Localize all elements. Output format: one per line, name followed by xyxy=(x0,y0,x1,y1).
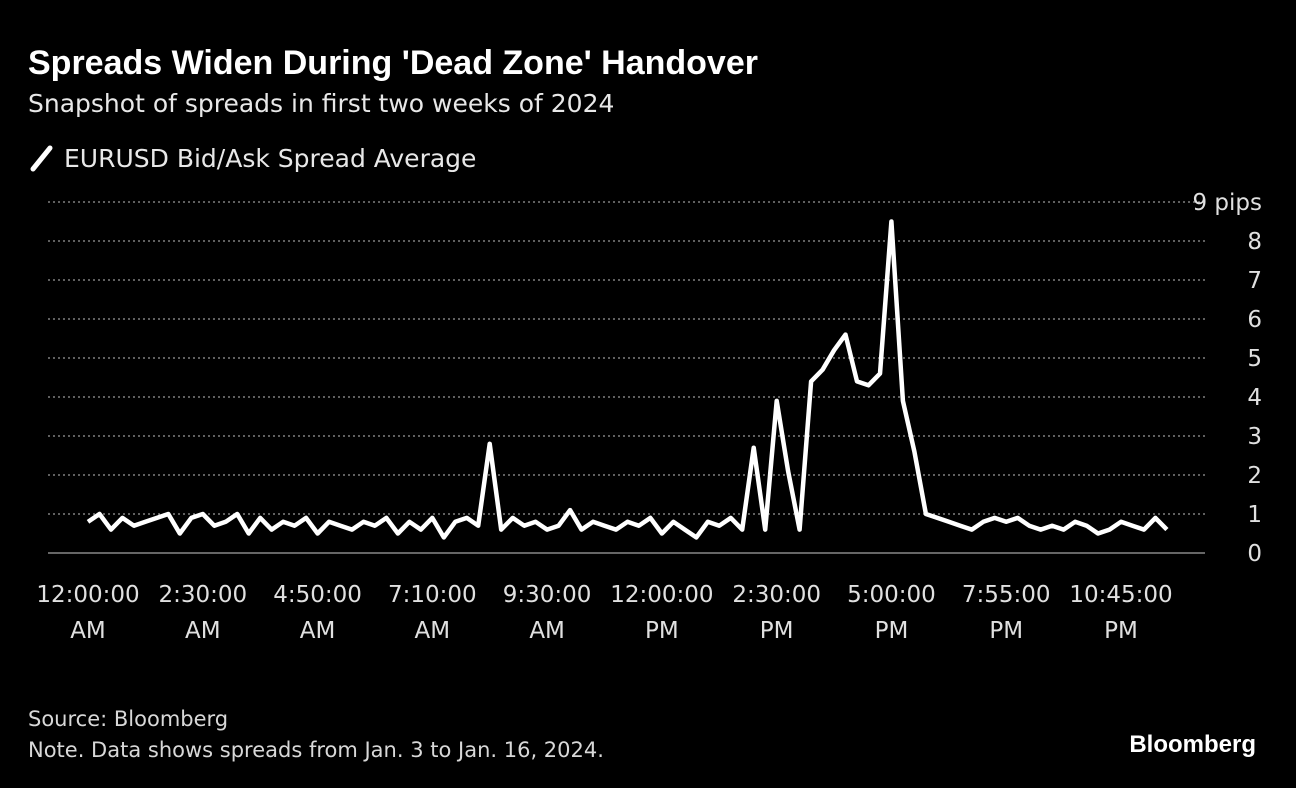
x-tick-label: 7:10:00 AM xyxy=(388,582,477,644)
x-tick-label: 7:55:00 PM xyxy=(962,582,1051,644)
source: Source: Bloomberg xyxy=(28,707,228,731)
legend-marker xyxy=(30,145,53,172)
brand: Bloomberg xyxy=(1129,731,1256,758)
x-tick-label: 5:00:00 PM xyxy=(847,582,936,644)
note: Note. Data shows spreads from Jan. 3 to … xyxy=(28,738,604,762)
series-line xyxy=(86,219,1169,540)
x-tick-label: 9:30:00 AM xyxy=(503,582,592,644)
y-tick-label: 6 xyxy=(1247,307,1262,333)
y-tick-label: 4 xyxy=(1247,385,1262,411)
y-tick-label: 2 xyxy=(1247,463,1262,489)
y-tick-label: 0 xyxy=(1247,541,1262,567)
x-tick-label: 10:45:00 PM xyxy=(1069,582,1172,644)
x-tick-label: 2:30:00 PM xyxy=(732,582,821,644)
x-tick-label: 4:50:00 AM xyxy=(273,582,362,644)
y-tick-label: 8 xyxy=(1247,229,1262,255)
legend-label: EURUSD Bid/Ask Spread Average xyxy=(64,144,476,173)
y-tick-label: 9 pips xyxy=(1192,190,1262,216)
x-tick-label: 12:00:00 PM xyxy=(610,582,713,644)
y-tick-label: 1 xyxy=(1247,502,1262,528)
y-tick-label: 7 xyxy=(1247,268,1262,294)
x-tick-label: 2:30:00 AM xyxy=(158,582,247,644)
y-tick-label: 3 xyxy=(1247,424,1262,450)
x-tick-label: 12:00:00 AM xyxy=(36,582,139,644)
y-tick-label: 5 xyxy=(1247,346,1262,372)
chart-title: Spreads Widen During 'Dead Zone' Handove… xyxy=(28,44,758,82)
chart-subtitle: Snapshot of spreads in first two weeks o… xyxy=(28,89,614,118)
